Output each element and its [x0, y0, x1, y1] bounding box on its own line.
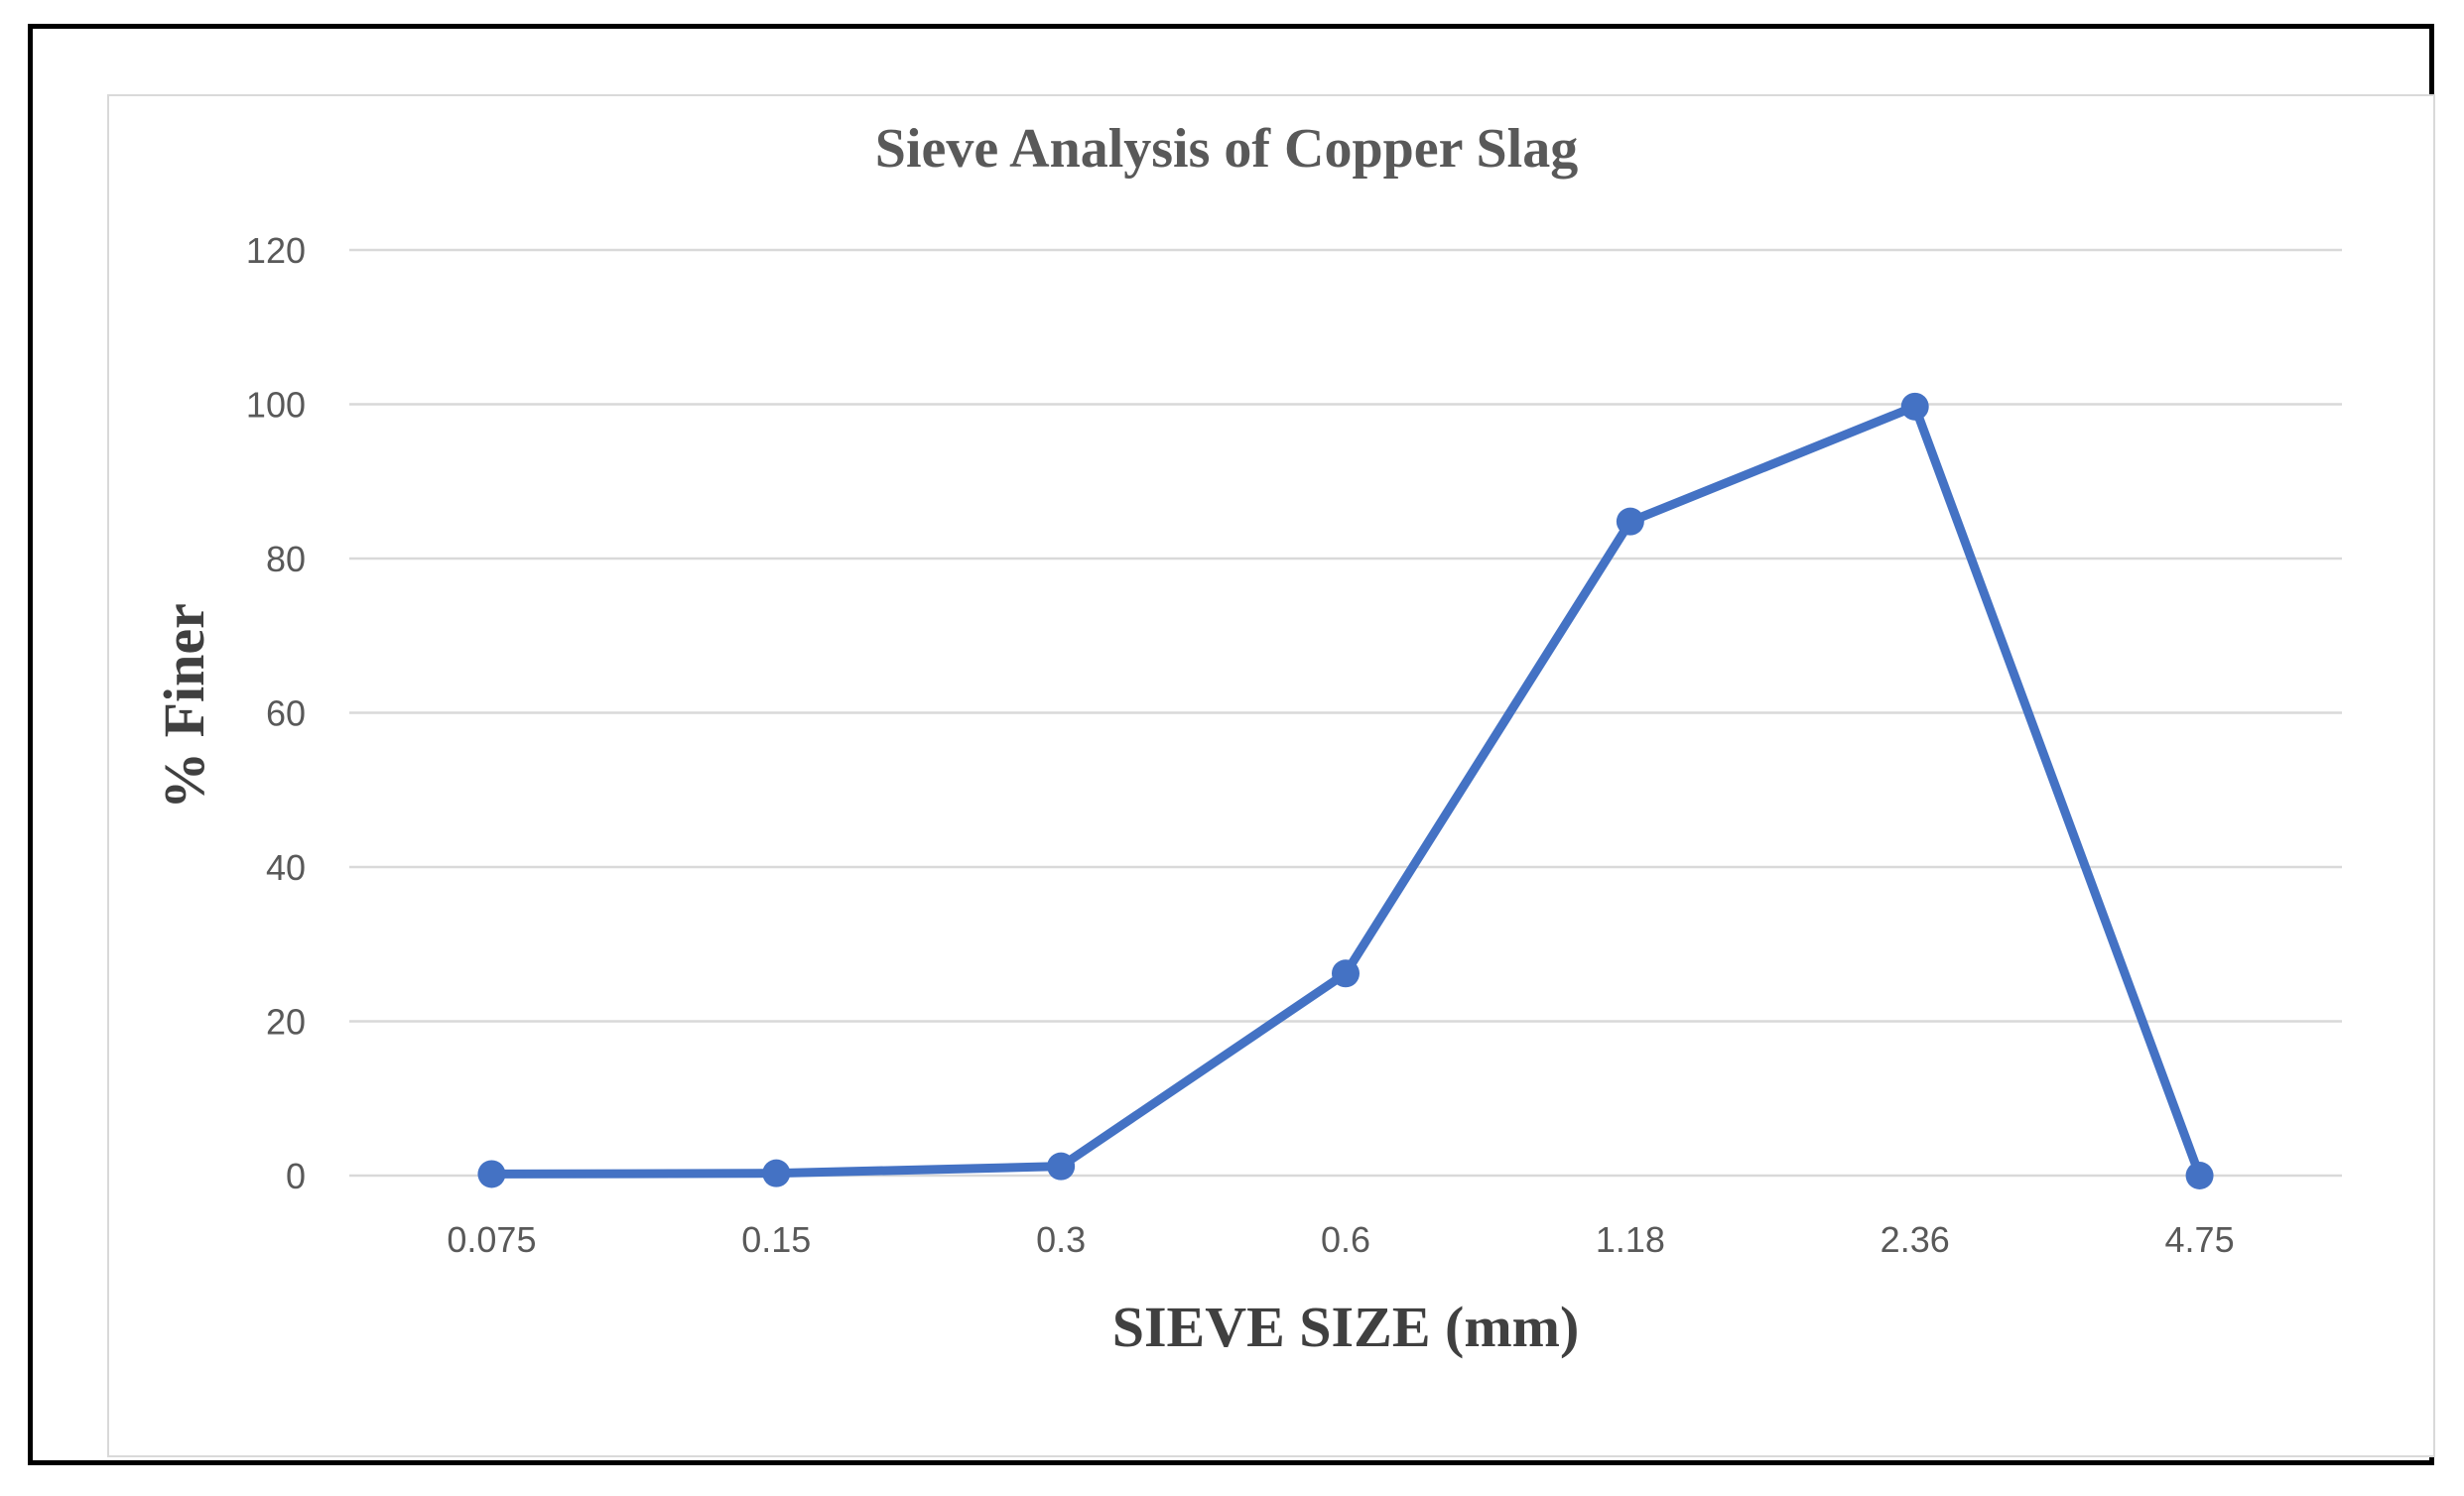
- y-tick-label: 20: [266, 1002, 306, 1043]
- x-tick-label: 0.3: [1036, 1219, 1086, 1260]
- x-tick-label: 0.6: [1321, 1219, 1370, 1260]
- data-points: [477, 392, 2214, 1189]
- y-axis-ticks: 0 20 40 60 80 100 120: [246, 230, 306, 1196]
- data-point-2.36: [1900, 392, 1929, 421]
- data-point-0.6: [1332, 959, 1360, 988]
- gridlines: [349, 248, 2342, 1178]
- x-tick-label: 4.75: [2165, 1219, 2235, 1260]
- y-tick-label: 60: [266, 693, 306, 734]
- x-axis-title: SIEVE SIZE (mm): [1112, 1295, 1580, 1359]
- data-point-0.075: [477, 1160, 506, 1188]
- y-tick-label: 100: [246, 385, 306, 426]
- series-line-0: [486, 402, 2205, 1181]
- x-tick-label: 2.36: [1880, 1219, 1950, 1260]
- y-tick-label: 0: [286, 1156, 306, 1196]
- chart-title: Sieve Analysis of Copper Slag: [875, 118, 1578, 180]
- y-tick-label: 40: [266, 847, 306, 888]
- x-tick-label: 0.15: [741, 1219, 811, 1260]
- y-tick-label: 120: [246, 230, 306, 271]
- figure-frame: [28, 24, 2435, 1465]
- y-axis-title: % Finer: [152, 603, 216, 810]
- series-line: [486, 402, 2205, 1181]
- x-axis-ticks: 0.075 0.15 0.3 0.6 1.18 2.36 4.75: [447, 1219, 2234, 1260]
- data-point-4.75: [2185, 1162, 2214, 1189]
- data-point-0.3: [1047, 1152, 1076, 1181]
- data-point-1.18: [1616, 507, 1644, 536]
- x-tick-label: 1.18: [1596, 1219, 1665, 1260]
- data-point-0.15: [762, 1159, 791, 1187]
- y-tick-label: 80: [266, 539, 306, 579]
- x-tick-label: 0.075: [447, 1219, 536, 1260]
